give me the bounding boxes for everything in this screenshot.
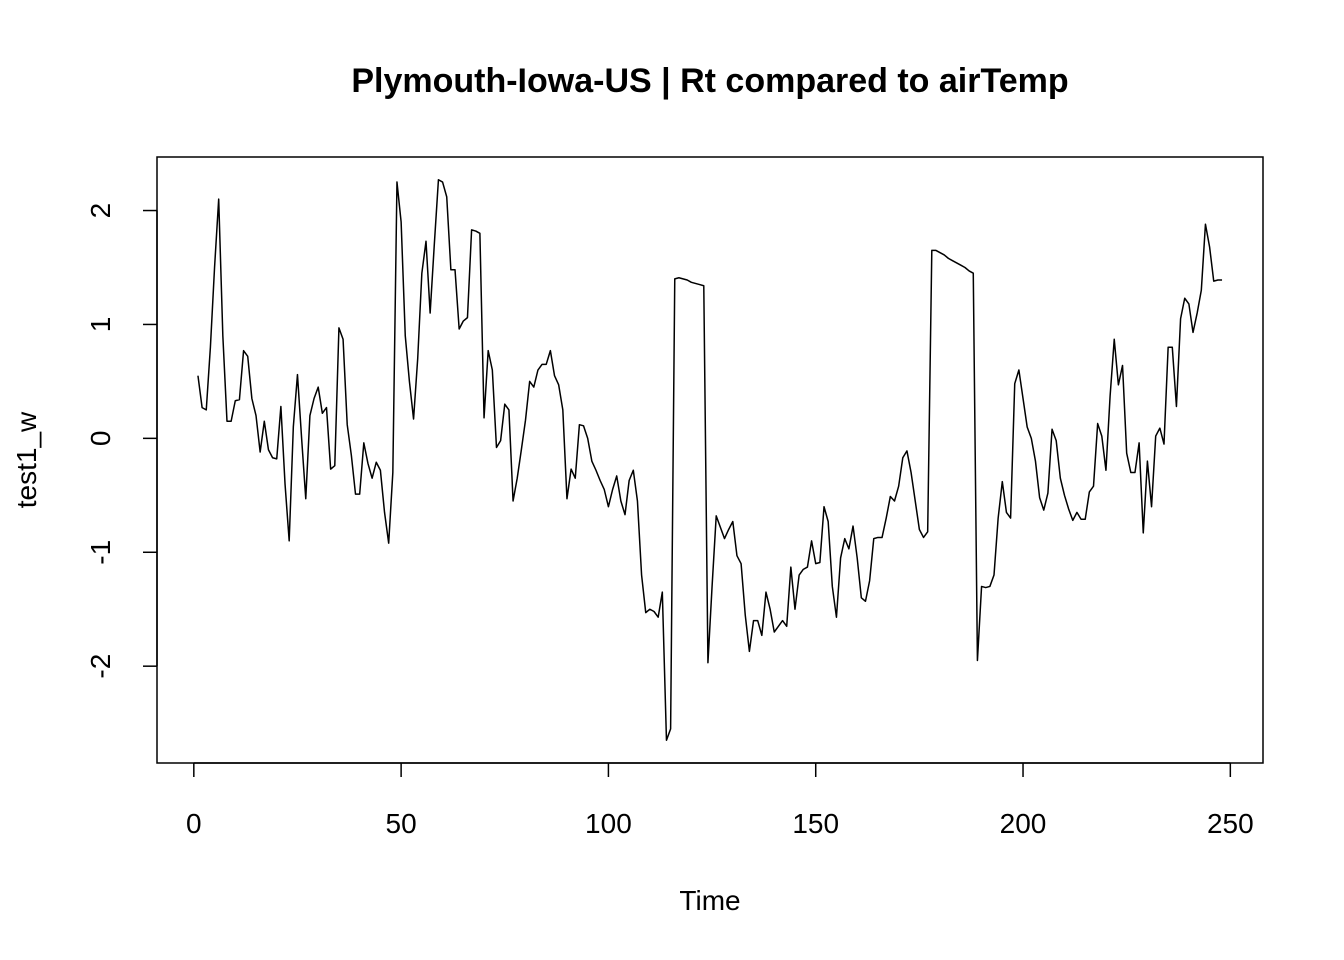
x-axis-label: Time bbox=[679, 885, 740, 916]
chart-title: Plymouth-Iowa-US | Rt compared to airTem… bbox=[351, 62, 1068, 100]
y-tick-label: -2 bbox=[85, 654, 116, 679]
x-tick-label: 250 bbox=[1207, 808, 1254, 839]
y-tick-label: 0 bbox=[85, 431, 116, 447]
plot-frame bbox=[156, 156, 1264, 764]
x-tick-label: 100 bbox=[585, 808, 632, 839]
y-axis-label: test1_w bbox=[11, 411, 42, 508]
data-line bbox=[197, 179, 1223, 741]
y-tick-label: -1 bbox=[85, 540, 116, 565]
x-tick-label: 200 bbox=[1000, 808, 1047, 839]
y-tick-label: 1 bbox=[85, 317, 116, 333]
x-tick-label: 0 bbox=[186, 808, 202, 839]
x-tick-label: 50 bbox=[386, 808, 417, 839]
y-tick-label: 2 bbox=[85, 203, 116, 219]
x-tick-label: 150 bbox=[792, 808, 839, 839]
